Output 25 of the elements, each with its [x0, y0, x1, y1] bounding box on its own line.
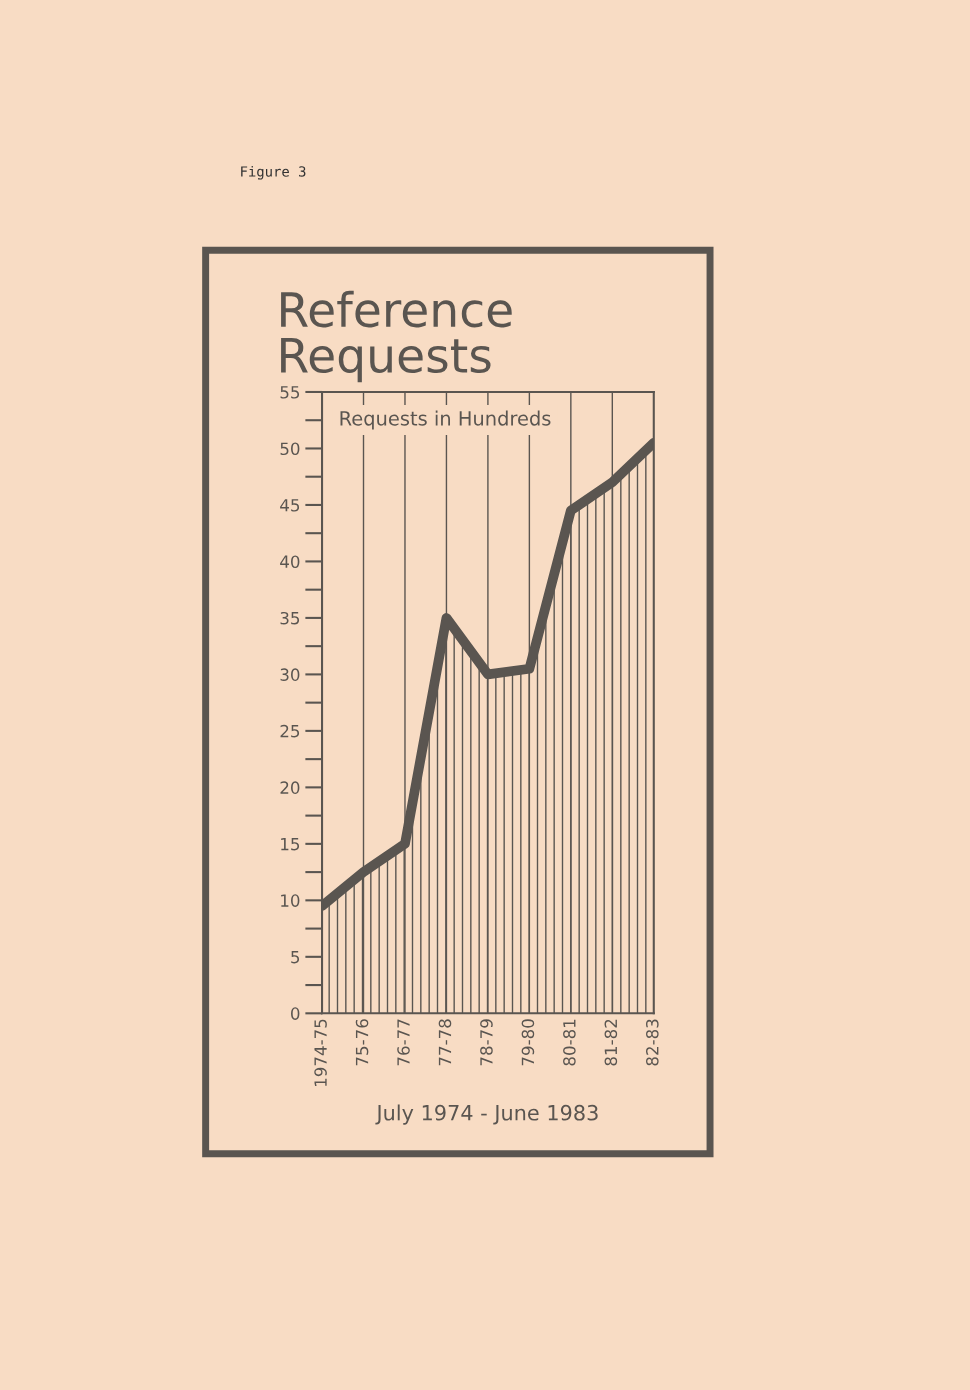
chart-title: Reference Requests [281, 290, 512, 383]
y-tick-label: 5 [291, 951, 300, 964]
y-tick-label: 30 [280, 668, 300, 681]
y-tick-label: 45 [280, 499, 300, 512]
caption: Figure 3 [241, 165, 306, 180]
y-tick-label: 40 [280, 555, 300, 568]
y-tick-label: 0 [291, 1007, 300, 1020]
y-tick-label: 55 [280, 386, 300, 399]
x-tick-label: 82-83 [646, 1019, 659, 1066]
x-tick-label: 78-79 [480, 1019, 493, 1066]
x-tick-label: 1974-75 [314, 1019, 327, 1086]
annotation: Requests in Hundreds [340, 410, 551, 430]
x-tick-label: 75-76 [355, 1019, 369, 1066]
x-tick-label: 77-78 [438, 1019, 452, 1066]
y-tick-label: 50 [280, 442, 300, 456]
x-tick-label: 76-77 [397, 1019, 410, 1066]
x-axis-title: July 1974 - June 1983 [375, 1104, 598, 1125]
y-tick-label: 20 [280, 781, 300, 794]
x-tick-label: 80-81 [563, 1019, 576, 1066]
x-tick-label: 81-82 [604, 1019, 618, 1066]
y-tick-label: 10 [281, 894, 300, 907]
x-tick-label: 79-80 [521, 1019, 535, 1066]
y-tick-label: 25 [280, 724, 300, 738]
y-tick-label: 35 [280, 611, 300, 625]
y-tick-label: 15 [281, 838, 300, 851]
